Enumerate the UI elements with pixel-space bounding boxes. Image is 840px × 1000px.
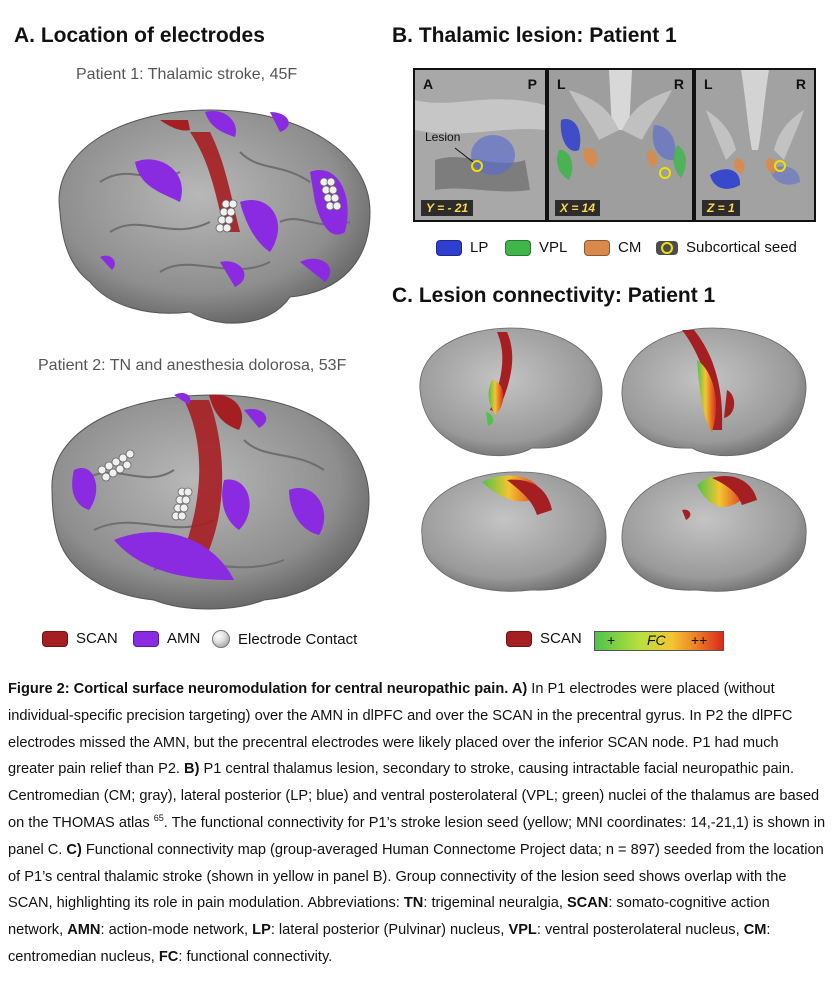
cm-swatch xyxy=(584,239,610,256)
legend-seed: Subcortical seed xyxy=(656,239,797,256)
slice-sagittal: A P Lesion Y = - 21 xyxy=(413,68,547,222)
lesion-annotation: Lesion xyxy=(425,130,461,144)
slice-coord-z: Z = 1 xyxy=(702,200,740,216)
caption-title: Figure 2: Cortical surface neuromodulati… xyxy=(8,681,505,697)
patient1-label: Patient 1: Thalamic stroke, 45F xyxy=(76,66,298,83)
lp-swatch xyxy=(436,239,462,256)
slice-axial: L R Z = 1 xyxy=(694,68,816,222)
figure-caption: Figure 2: Cortical surface neuromodulati… xyxy=(8,681,826,965)
amn-swatch xyxy=(133,630,159,647)
fc-label: FC xyxy=(647,632,666,648)
fc-low-label: + xyxy=(607,632,616,648)
patient1-electrode-contacts xyxy=(215,177,342,233)
legend-c-scan: SCAN xyxy=(506,630,582,647)
c-scan-swatch xyxy=(506,630,532,647)
legend-scan: SCAN xyxy=(42,630,118,647)
connectivity-brain-images xyxy=(419,327,807,592)
vpl-swatch xyxy=(505,239,531,256)
panel-c-title: C. Lesion connectivity: Patient 1 xyxy=(392,284,716,307)
electrode-swatch xyxy=(212,630,230,648)
caption-reference: 65 xyxy=(153,813,164,824)
slice-coord-y: Y = - 21 xyxy=(421,200,474,216)
panel-a-title: A. Location of electrodes xyxy=(14,24,265,47)
patient1-brain-image xyxy=(58,109,371,324)
legend-cm: CM xyxy=(584,239,641,256)
patient2-brain-image xyxy=(51,393,370,610)
slice-coord-x: X = 14 xyxy=(555,200,601,216)
legend-vpl: VPL xyxy=(505,239,567,256)
seed-swatch xyxy=(656,240,678,255)
legend-lp: LP xyxy=(436,239,488,256)
legend-electrode: Electrode Contact xyxy=(212,630,357,648)
patient2-label: Patient 2: TN and anesthesia dolorosa, 5… xyxy=(38,357,347,374)
slice-coronal: L R X = 14 xyxy=(547,68,694,222)
patient2-electrode-contacts xyxy=(97,449,193,521)
panel-b-title: B. Thalamic lesion: Patient 1 xyxy=(392,24,677,47)
legend-amn: AMN xyxy=(133,630,200,647)
scan-swatch xyxy=(42,630,68,647)
fc-high-label: ++ xyxy=(691,632,708,648)
fc-colorbar: + FC ++ xyxy=(594,631,724,651)
